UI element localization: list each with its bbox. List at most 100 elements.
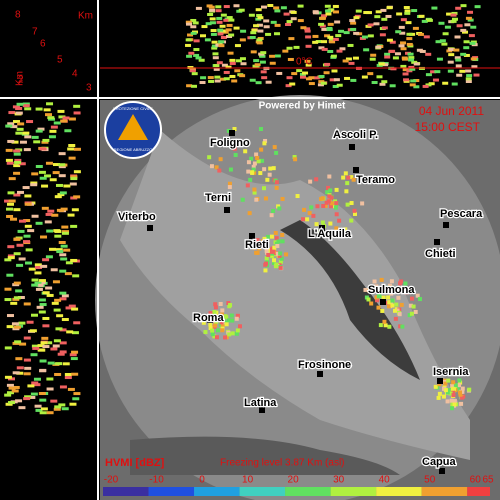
echo xyxy=(13,152,21,156)
echo xyxy=(350,78,357,82)
echo xyxy=(290,17,297,21)
echo xyxy=(411,304,416,309)
echo xyxy=(276,71,283,75)
echo xyxy=(282,49,289,53)
echo xyxy=(300,75,307,79)
echo xyxy=(193,53,200,57)
echo xyxy=(64,129,72,133)
echo xyxy=(462,30,469,34)
echo xyxy=(287,57,294,61)
echo xyxy=(468,34,475,38)
echo xyxy=(352,211,357,216)
echo xyxy=(214,335,219,340)
echo xyxy=(254,152,259,157)
echo xyxy=(60,244,68,248)
echo xyxy=(260,70,267,74)
echo xyxy=(35,164,43,168)
echo xyxy=(404,290,409,295)
echo xyxy=(398,25,405,29)
echo xyxy=(57,193,65,197)
city-label: Capua xyxy=(422,456,457,468)
echo xyxy=(226,23,233,27)
echo xyxy=(269,54,276,58)
echo xyxy=(326,28,333,32)
city-marker xyxy=(319,225,325,231)
echo xyxy=(16,127,24,131)
echo xyxy=(64,373,72,377)
echo xyxy=(261,76,268,80)
echo xyxy=(367,72,374,76)
echo xyxy=(49,129,57,133)
echo xyxy=(220,328,225,333)
date: 04 Jun 2011 xyxy=(419,104,484,118)
echo xyxy=(185,20,192,24)
echo xyxy=(59,328,67,332)
echo xyxy=(209,164,214,169)
echo xyxy=(256,38,263,42)
echo xyxy=(207,76,214,80)
echo xyxy=(63,248,71,252)
mountains xyxy=(280,220,420,380)
echo xyxy=(271,166,276,171)
echo xyxy=(257,29,264,33)
echo xyxy=(58,152,66,156)
echo xyxy=(55,248,63,252)
echo xyxy=(10,301,18,305)
echo xyxy=(395,30,402,34)
echo xyxy=(11,140,19,144)
echo xyxy=(24,224,32,228)
echo xyxy=(258,127,263,132)
echo xyxy=(59,385,67,389)
echo xyxy=(344,189,349,194)
echo xyxy=(450,19,457,23)
echo xyxy=(6,273,14,277)
echo xyxy=(332,4,339,8)
echo xyxy=(450,13,457,17)
echo xyxy=(50,347,58,351)
echo xyxy=(231,79,238,83)
echo xyxy=(436,395,441,400)
echo xyxy=(39,398,47,402)
echo xyxy=(387,300,392,305)
echo xyxy=(52,280,60,284)
echo xyxy=(227,332,232,337)
echo xyxy=(32,346,40,350)
echo xyxy=(240,197,245,202)
echo xyxy=(305,63,312,67)
echo xyxy=(55,183,63,187)
echo xyxy=(7,122,15,126)
city-label: Foligno xyxy=(210,137,250,149)
echo xyxy=(24,194,32,198)
echo xyxy=(229,313,234,318)
echo xyxy=(336,83,343,87)
echo xyxy=(210,29,217,33)
echo xyxy=(379,277,384,282)
echo xyxy=(360,201,365,206)
echo xyxy=(345,181,350,186)
echo xyxy=(47,209,55,213)
echo xyxy=(34,281,42,285)
echo xyxy=(68,117,76,121)
echo xyxy=(228,18,235,22)
echo xyxy=(455,6,462,10)
echo xyxy=(229,58,236,62)
echo xyxy=(73,147,81,151)
echo xyxy=(382,319,387,324)
echo xyxy=(398,324,403,329)
echo xyxy=(394,302,399,307)
echo xyxy=(14,158,22,162)
echo xyxy=(213,67,220,71)
echo xyxy=(43,108,51,112)
echo xyxy=(55,327,63,331)
echo xyxy=(335,34,342,38)
echo xyxy=(422,84,429,88)
echo xyxy=(38,298,46,302)
echo xyxy=(19,140,27,144)
echo xyxy=(378,62,385,66)
echo xyxy=(297,4,304,8)
echo xyxy=(334,212,339,217)
echo xyxy=(47,116,55,120)
echo xyxy=(205,22,212,26)
freezing-marker: 0°C xyxy=(296,57,313,68)
legend-tick: -10 xyxy=(149,475,164,486)
